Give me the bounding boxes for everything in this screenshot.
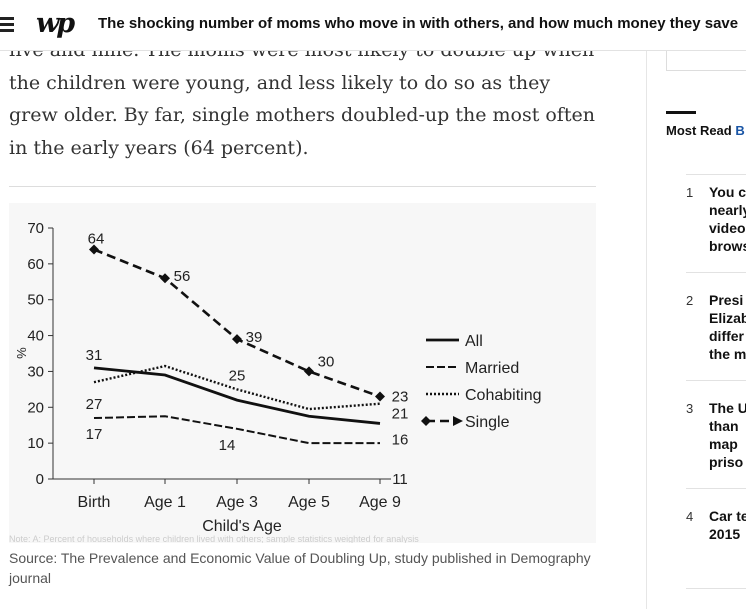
most-read-headline[interactable]: Presi Elizab differ the m xyxy=(709,292,746,362)
y-tick-label: 70 xyxy=(27,220,44,237)
x-tick-label: Age 3 xyxy=(216,494,258,511)
most-read-link[interactable]: B xyxy=(735,123,745,138)
y-tick-label: 60 xyxy=(27,256,44,273)
chart-source: Source: The Prevalence and Economic Valu… xyxy=(9,550,591,586)
data-point-single xyxy=(160,273,170,284)
menu-icon[interactable] xyxy=(0,15,16,33)
most-read-title: Most Read B xyxy=(666,123,745,138)
column-divider xyxy=(646,50,647,609)
data-point-single xyxy=(232,334,242,345)
article-body: five and nine. The moms were most likely… xyxy=(9,39,599,164)
most-read-item xyxy=(686,588,746,610)
y-tick-label: 40 xyxy=(27,328,44,345)
legend-label-married: Married xyxy=(465,360,519,377)
line-chart: 0 10 20 30 40 50 60 70 Birth Age 1 Age 3 Age 5 Age 9… xyxy=(9,220,542,543)
legend-label-cohabiting: Cohabiting xyxy=(465,387,542,404)
data-label-single: 56 xyxy=(174,268,191,285)
most-read-item[interactable]: 4 Car te 2015 xyxy=(686,488,746,589)
data-label-single: 64 xyxy=(88,231,105,248)
most-read-headline[interactable]: The U than map priso xyxy=(709,400,746,470)
legend-label-single: Single xyxy=(465,414,510,431)
y-axis-label: % xyxy=(14,347,29,359)
site-logo[interactable]: wp xyxy=(36,8,75,39)
data-label-married: 11 xyxy=(392,471,408,488)
data-label-cohabiting: 25 xyxy=(229,367,246,384)
y-tick-label: 50 xyxy=(27,292,44,309)
chart-container: 0 10 20 30 40 50 60 70 Birth Age 1 Age 3 Age 5 Age 9… xyxy=(9,203,596,543)
y-tick-label: 20 xyxy=(27,399,44,416)
most-read-rank: 1 xyxy=(686,185,694,200)
data-label-all: 16 xyxy=(392,431,409,448)
x-tick-label: Birth xyxy=(78,494,111,511)
data-label-single: 30 xyxy=(318,353,335,370)
most-read-headline[interactable]: You c nearly video brows xyxy=(709,184,746,254)
x-axis-label: Child's Age xyxy=(202,518,282,535)
divider xyxy=(9,186,596,187)
most-read-rank: 2 xyxy=(686,293,694,308)
y-tick-label: 30 xyxy=(27,363,44,380)
page-title: The shocking number of moms who move in … xyxy=(98,15,739,32)
chart-footnote: Note: A: Percent of households where chi… xyxy=(9,534,419,543)
data-label-cohabiting: 21 xyxy=(392,406,409,423)
most-read-item[interactable]: 3 The U than map priso xyxy=(686,380,746,489)
data-point-single xyxy=(375,391,385,402)
y-tick-label: 0 xyxy=(36,471,44,488)
data-label-single: 23 xyxy=(392,389,409,406)
data-label-all: 31 xyxy=(86,347,103,364)
x-tick-label: Age 1 xyxy=(144,494,186,511)
data-label-single: 39 xyxy=(246,329,263,346)
top-bar: wp The shocking number of moms who move … xyxy=(0,0,746,51)
most-read-headline[interactable]: Car te 2015 xyxy=(709,508,746,542)
most-read-rank: 3 xyxy=(686,401,694,416)
legend-label-all: All xyxy=(465,333,483,350)
most-read-item[interactable]: 2 Presi Elizab differ the m xyxy=(686,272,746,381)
article-paragraph: the children were young, and less likely… xyxy=(9,71,595,159)
series-line-cohabiting xyxy=(93,364,381,411)
x-tick-label: Age 9 xyxy=(359,494,401,511)
series-line-married xyxy=(93,415,380,445)
most-read-item[interactable]: 1 You c nearly video brows xyxy=(686,174,746,273)
data-label-married: 14 xyxy=(219,437,236,454)
data-point-single xyxy=(89,244,99,255)
most-read-bar xyxy=(666,111,696,114)
legend-marker-single xyxy=(421,416,431,426)
data-label-cohabiting: 27 xyxy=(86,396,103,413)
most-read-rank: 4 xyxy=(686,509,694,524)
legend-marker-single xyxy=(453,416,463,426)
sidebar-widget xyxy=(666,38,746,71)
y-tick-label: 10 xyxy=(27,435,44,452)
data-point-single xyxy=(304,366,314,377)
x-tick-label: Age 5 xyxy=(288,494,330,511)
data-label-married: 17 xyxy=(86,426,103,443)
